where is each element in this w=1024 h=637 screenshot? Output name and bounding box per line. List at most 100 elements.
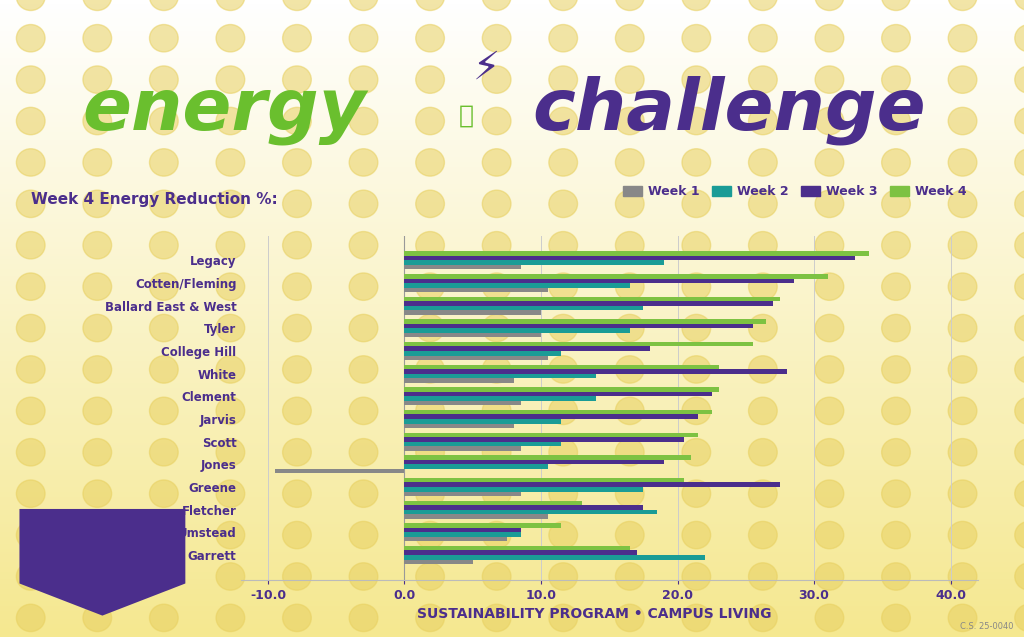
Bar (404, 401, 520, 405)
Ellipse shape (549, 107, 578, 134)
Bar (404, 328, 630, 333)
Ellipse shape (1015, 232, 1024, 259)
Ellipse shape (482, 148, 511, 176)
Ellipse shape (16, 0, 45, 10)
Ellipse shape (83, 273, 112, 300)
Ellipse shape (549, 480, 578, 507)
Ellipse shape (283, 273, 311, 300)
Ellipse shape (482, 480, 511, 507)
Ellipse shape (150, 24, 178, 52)
Ellipse shape (150, 438, 178, 466)
Ellipse shape (882, 0, 910, 10)
Ellipse shape (1015, 24, 1024, 52)
Bar (404, 460, 664, 464)
Ellipse shape (16, 438, 45, 466)
Ellipse shape (749, 397, 777, 425)
Ellipse shape (948, 190, 977, 217)
Bar (404, 319, 766, 324)
Ellipse shape (882, 66, 910, 93)
Ellipse shape (815, 148, 844, 176)
Ellipse shape (815, 190, 844, 217)
Ellipse shape (549, 232, 578, 259)
Bar (404, 437, 684, 441)
Ellipse shape (416, 355, 444, 383)
Ellipse shape (615, 604, 644, 632)
Bar (274, 469, 404, 473)
Ellipse shape (815, 604, 844, 632)
Ellipse shape (349, 563, 378, 590)
Ellipse shape (416, 232, 444, 259)
Ellipse shape (283, 563, 311, 590)
Ellipse shape (815, 0, 844, 10)
Ellipse shape (615, 315, 644, 341)
Ellipse shape (349, 148, 378, 176)
Ellipse shape (416, 480, 444, 507)
Ellipse shape (749, 232, 777, 259)
Ellipse shape (682, 563, 711, 590)
Ellipse shape (349, 190, 378, 217)
Ellipse shape (948, 66, 977, 93)
Bar (404, 369, 786, 374)
Ellipse shape (882, 355, 910, 383)
Ellipse shape (216, 148, 245, 176)
Ellipse shape (416, 190, 444, 217)
Ellipse shape (83, 190, 112, 217)
Ellipse shape (615, 0, 644, 10)
Ellipse shape (615, 438, 644, 466)
Ellipse shape (882, 315, 910, 341)
Ellipse shape (16, 66, 45, 93)
Ellipse shape (416, 438, 444, 466)
Ellipse shape (948, 438, 977, 466)
Bar (404, 324, 753, 328)
Ellipse shape (948, 604, 977, 632)
Ellipse shape (882, 480, 910, 507)
Ellipse shape (150, 563, 178, 590)
Ellipse shape (416, 66, 444, 93)
Bar (404, 378, 514, 383)
Ellipse shape (216, 604, 245, 632)
Bar (404, 297, 780, 301)
Ellipse shape (83, 24, 112, 52)
Ellipse shape (948, 273, 977, 300)
Ellipse shape (948, 148, 977, 176)
Ellipse shape (83, 521, 112, 548)
Ellipse shape (216, 232, 245, 259)
Ellipse shape (749, 24, 777, 52)
Ellipse shape (16, 190, 45, 217)
Ellipse shape (749, 107, 777, 134)
Ellipse shape (482, 66, 511, 93)
Ellipse shape (882, 190, 910, 217)
Text: 🌿: 🌿 (459, 104, 473, 128)
Ellipse shape (549, 148, 578, 176)
Ellipse shape (882, 273, 910, 300)
Bar (404, 523, 561, 528)
Ellipse shape (815, 397, 844, 425)
Ellipse shape (83, 315, 112, 341)
Ellipse shape (948, 521, 977, 548)
Bar (404, 278, 794, 283)
Ellipse shape (349, 521, 378, 548)
Bar (404, 550, 637, 555)
Ellipse shape (482, 232, 511, 259)
Polygon shape (19, 509, 185, 615)
Ellipse shape (349, 438, 378, 466)
Ellipse shape (349, 107, 378, 134)
Ellipse shape (482, 315, 511, 341)
Ellipse shape (682, 0, 711, 10)
Ellipse shape (815, 66, 844, 93)
Ellipse shape (216, 480, 245, 507)
Ellipse shape (749, 148, 777, 176)
Ellipse shape (882, 438, 910, 466)
Ellipse shape (682, 24, 711, 52)
Ellipse shape (16, 521, 45, 548)
Bar (404, 342, 753, 347)
Bar (404, 537, 507, 541)
Ellipse shape (948, 480, 977, 507)
Ellipse shape (16, 604, 45, 632)
Ellipse shape (416, 273, 444, 300)
Bar (404, 347, 650, 351)
Text: challenge: challenge (532, 76, 926, 145)
Ellipse shape (749, 438, 777, 466)
Ellipse shape (882, 397, 910, 425)
Ellipse shape (682, 355, 711, 383)
